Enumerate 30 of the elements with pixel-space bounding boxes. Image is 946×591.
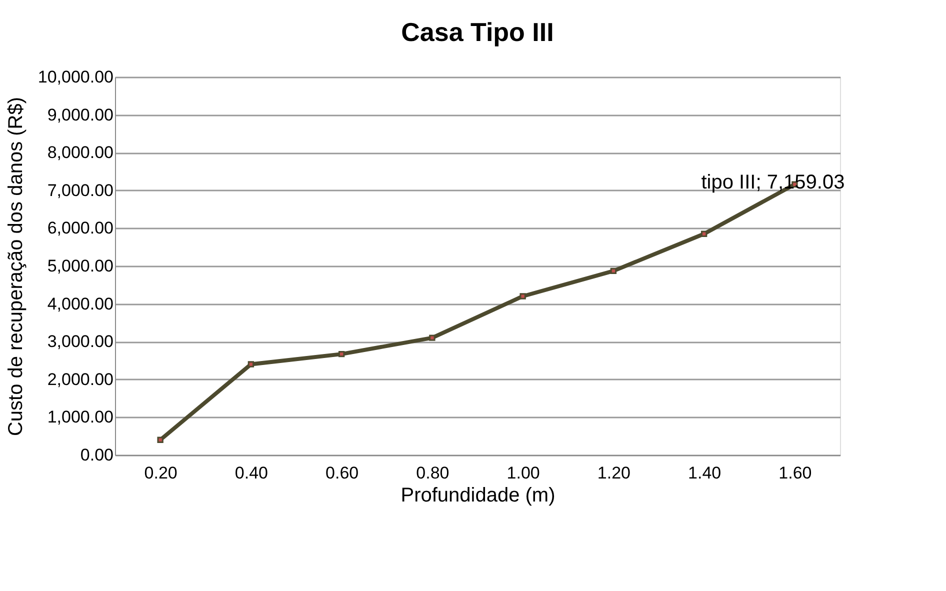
y-tick-label: 10,000.00 (38, 68, 114, 86)
y-tick-label: 6,000.00 (47, 218, 114, 238)
x-tick-label: 0.80 (416, 464, 450, 482)
point (157, 436, 164, 443)
point (520, 293, 526, 300)
point (248, 361, 254, 368)
x-tick-label: 1.00 (506, 464, 540, 482)
point (429, 334, 436, 341)
point (700, 230, 708, 237)
x-tick-label: 1.60 (778, 464, 812, 482)
y-tick-label: 0.00 (80, 446, 114, 464)
y-tick-label: 9,000.00 (47, 105, 114, 124)
x-tick-label: 1.40 (688, 464, 722, 482)
y-tick-label: 5,000.00 (47, 256, 114, 276)
y-tick-label: 2,000.00 (47, 370, 114, 389)
data-label: tipo III; 7,159.03 (701, 171, 845, 194)
x-tick-label: 0.40 (234, 464, 268, 482)
point (338, 350, 345, 358)
y-tick-label: 7,000.00 (47, 180, 114, 200)
chart-title: Casa Tipo III (401, 17, 554, 47)
x-tick-label: 1.20 (597, 464, 630, 482)
y-tick-label: 8,000.00 (47, 143, 114, 162)
y-tick-label: 4,000.00 (47, 294, 114, 314)
y-tick-label: 3,000.00 (47, 332, 114, 352)
x-tick-label: 0.60 (326, 464, 359, 482)
point (610, 268, 617, 274)
y-tick-label: 1,000.00 (47, 408, 114, 427)
x-axis-title: Profundidade (m) (400, 484, 556, 506)
x-tick-label: 0.20 (144, 464, 178, 482)
y-axis-title: Custo de recuperação dos danos (R$) (4, 96, 27, 436)
